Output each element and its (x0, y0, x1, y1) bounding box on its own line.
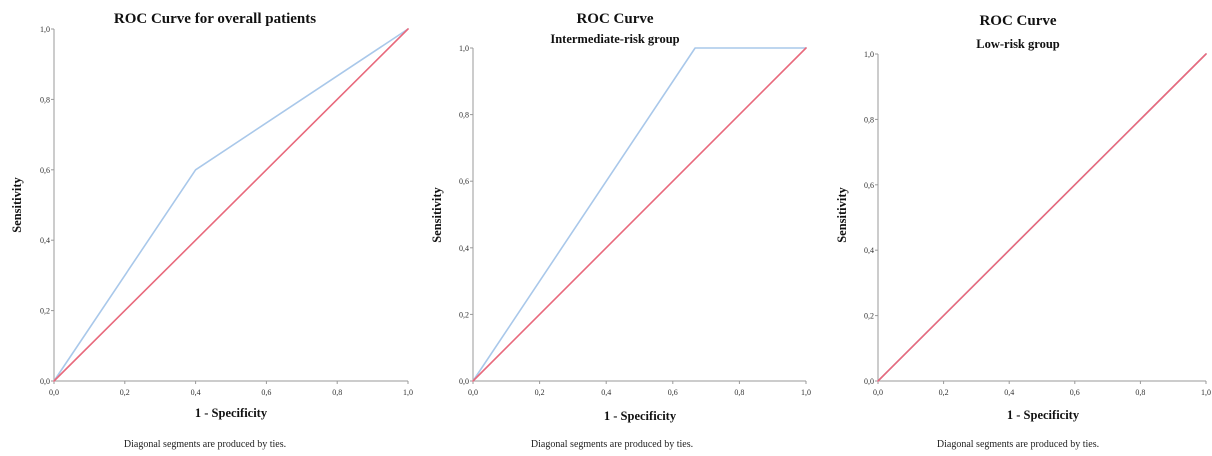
chart-subtitle: Intermediate-risk group (550, 32, 679, 46)
y-tick-label: 1,0 (40, 25, 50, 34)
y-tick-label: 0,6 (459, 177, 469, 186)
chart-panel-overall: ROC Curve for overall patients 0,0 0,2 0,4… (10, 11, 413, 450)
y-tick-label: 0,4 (40, 236, 50, 245)
chart-title: ROC Curve for overall patients (114, 11, 316, 27)
chart-title: ROC Curve (979, 13, 1056, 29)
x-tick-label: 1,0 (403, 388, 413, 397)
x-tick-label: 0,4 (1004, 388, 1014, 397)
y-tick-label: 0,8 (40, 95, 50, 104)
y-tick-label: 0,6 (40, 166, 50, 175)
x-tick-label: 0,0 (49, 388, 59, 397)
footnote: Diagonal segments are produced by ties. (937, 439, 1099, 450)
chart-panel-low-risk: ROC Curve Low-risk group 0,0 0,2 0,4 0,6 0,8… (835, 13, 1211, 450)
x-axis-title: 1 - Specificity (195, 406, 268, 420)
chart-subtitle: Low-risk group (976, 37, 1060, 51)
x-tick-label: 0,6 (261, 388, 271, 397)
chart-panel-intermediate: ROC Curve Intermediate-risk group 0,0 0,2… (430, 11, 811, 450)
x-tick-label: 0,2 (939, 388, 949, 397)
y-tick-label: 0,2 (459, 310, 469, 319)
x-tick-label: 0,8 (1135, 388, 1145, 397)
roc-curve-line (53, 28, 409, 382)
x-tick-label: 0,2 (535, 388, 545, 397)
roc-curve-line (472, 47, 807, 382)
x-tick-label: 0,0 (468, 388, 478, 397)
footnote: Diagonal segments are produced by ties. (531, 439, 693, 450)
reference-line (472, 47, 807, 382)
x-tick-label: 0,2 (120, 388, 130, 397)
y-tick-label: 0,4 (459, 244, 469, 253)
y-tick-label: 0,8 (864, 115, 874, 124)
y-axis-title: Sensitivity (430, 186, 444, 242)
y-tick-label: 0,2 (40, 307, 50, 316)
y-tick-label: 0,0 (459, 377, 469, 386)
y-tick-label: 0,0 (40, 377, 50, 386)
y-tick-label: 0,6 (864, 181, 874, 190)
y-tick-label: 0,0 (864, 377, 874, 386)
x-tick-label: 1,0 (1201, 388, 1211, 397)
y-tick-label: 1,0 (459, 44, 469, 53)
reference-line (53, 28, 409, 382)
x-tick-label: 0,6 (668, 388, 678, 397)
chart-title: ROC Curve (576, 11, 653, 27)
y-tick-label: 0,2 (864, 312, 874, 321)
x-tick-label: 0,0 (873, 388, 883, 397)
x-tick-label: 0,8 (734, 388, 744, 397)
footnote: Diagonal segments are produced by ties. (124, 439, 286, 450)
x-tick-label: 0,8 (332, 388, 342, 397)
x-tick-label: 0,6 (1070, 388, 1080, 397)
y-axis-title: Sensitivity (835, 186, 849, 242)
y-axis-title: Sensitivity (10, 176, 24, 232)
y-tick-label: 0,4 (864, 246, 874, 255)
x-axis-title: 1 - Specificity (604, 409, 677, 423)
x-tick-label: 0,4 (601, 388, 611, 397)
y-tick-label: 0,8 (459, 111, 469, 120)
y-tick-label: 1,0 (864, 50, 874, 59)
x-tick-label: 0,4 (191, 388, 201, 397)
x-axis-title: 1 - Specificity (1007, 408, 1080, 422)
reference-line (877, 53, 1207, 382)
x-tick-label: 1,0 (801, 388, 811, 397)
